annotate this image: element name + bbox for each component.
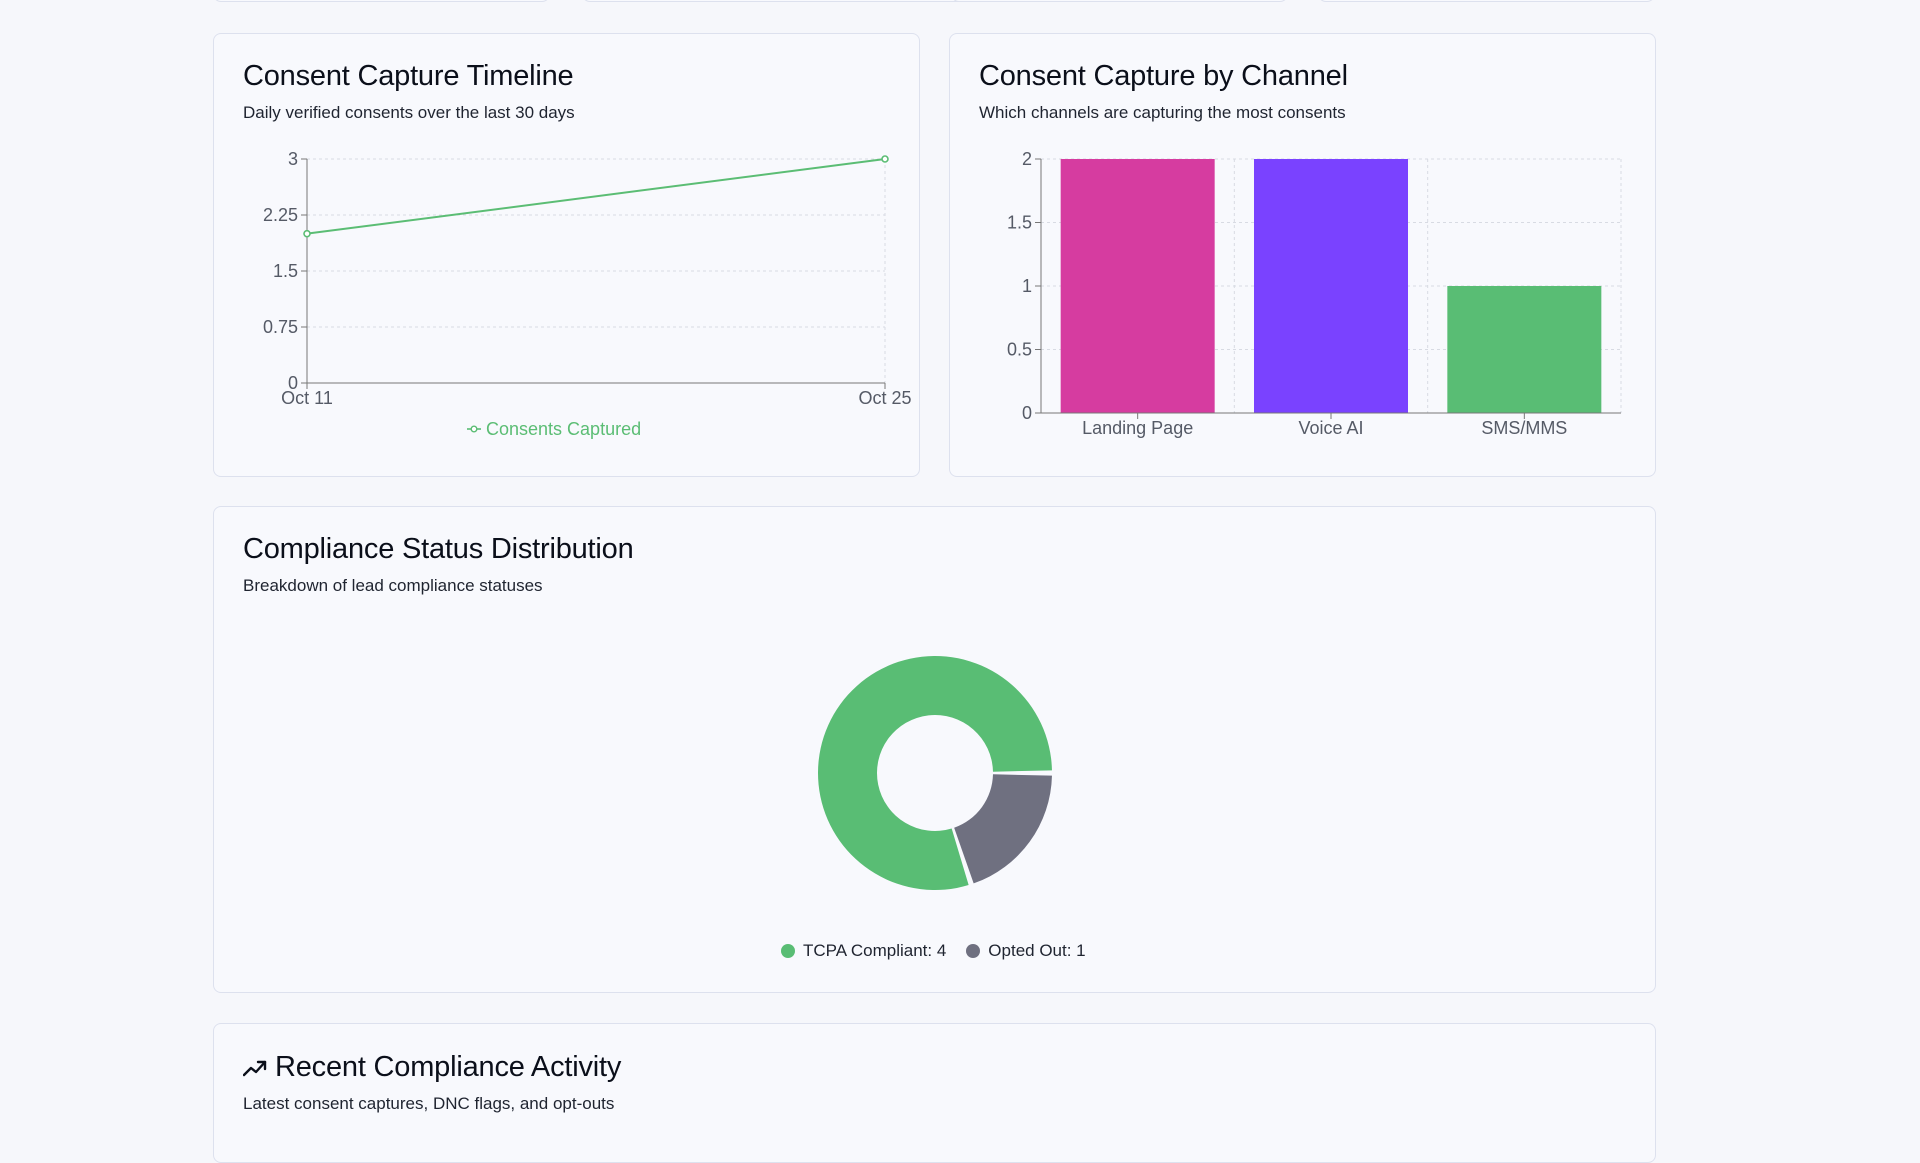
compliance-donut-chart xyxy=(818,656,1052,890)
x-tick-label: Oct 11 xyxy=(281,388,333,408)
legend-opted-out-label: Opted Out: 1 xyxy=(988,941,1086,960)
y-tick-label: 0 xyxy=(288,373,298,393)
x-tick-label: Landing Page xyxy=(1082,418,1193,438)
timeline-title: Consent Capture Timeline xyxy=(243,60,574,92)
activity-title: Recent Compliance Activity xyxy=(243,1051,621,1084)
compliance-legend: TCPA Compliant: 4 Opted Out: 1 xyxy=(781,941,1086,961)
x-tick-label: Oct 25 xyxy=(858,388,911,408)
activity-title-text: Recent Compliance Activity xyxy=(275,1051,622,1083)
timeline-chart: 0 0.75 1.5 2.25 3 Oct 11 Oct 25 Consents Captur… xyxy=(263,149,912,439)
compliance-card: Compliance Status Distribution Breakdown… xyxy=(213,506,1656,993)
timeline-card: Consent Capture Timeline Daily verified … xyxy=(213,33,920,477)
legend-compliant-label: TCPA Compliant: 4 xyxy=(803,941,947,960)
channel-chart: 0 0.5 1 1.5 2 Landing Page Voice AI SMS/MMS xyxy=(1007,149,1622,438)
channel-card: Consent Capture by Channel Which channel… xyxy=(949,33,1656,477)
bar xyxy=(1447,286,1602,413)
x-tick-label: SMS/MMS xyxy=(1481,418,1567,438)
donut-slice-compliant xyxy=(818,656,1052,890)
channel-subtitle: Which channels are capturing the most co… xyxy=(979,103,1346,122)
data-point xyxy=(881,155,889,163)
summary-card-4 xyxy=(1318,0,1655,2)
y-tick-label: 2.25 xyxy=(263,205,298,225)
summary-card-3 xyxy=(951,0,1288,2)
series-line xyxy=(306,158,886,235)
y-tick-label: 0.5 xyxy=(1007,340,1032,360)
data-point xyxy=(303,229,311,238)
legend-dot-compliant xyxy=(781,944,795,958)
bar xyxy=(1060,159,1215,413)
y-tick-label: 0.75 xyxy=(263,317,298,337)
summary-card-1 xyxy=(213,0,550,2)
legend-dot-opted-out xyxy=(966,944,981,958)
timeline-subtitle: Daily verified consents over the last 30… xyxy=(243,103,575,122)
bar xyxy=(1254,159,1408,413)
x-tick-label: Voice AI xyxy=(1298,418,1363,438)
y-tick-label: 0 xyxy=(1022,403,1032,423)
compliance-subtitle: Breakdown of lead compliance statuses xyxy=(243,576,543,595)
legend-marker xyxy=(470,425,478,433)
y-tick-label: 1.5 xyxy=(273,261,298,281)
y-tick-label: 2 xyxy=(1022,149,1032,169)
y-tick-label: 1 xyxy=(1022,276,1032,296)
y-tick-label: 1.5 xyxy=(1007,213,1032,233)
trending-up-icon xyxy=(243,1061,267,1077)
compliance-title: Compliance Status Distribution xyxy=(243,533,634,565)
activity-card: Recent Compliance Activity Latest consen… xyxy=(213,1023,1656,1163)
y-tick-label: 3 xyxy=(288,149,298,169)
donut-slice-opted-out xyxy=(954,774,1052,884)
channel-title: Consent Capture by Channel xyxy=(979,60,1348,92)
legend-label: Consents Captured xyxy=(486,419,641,439)
activity-subtitle: Latest consent captures, DNC flags, and … xyxy=(243,1094,615,1113)
